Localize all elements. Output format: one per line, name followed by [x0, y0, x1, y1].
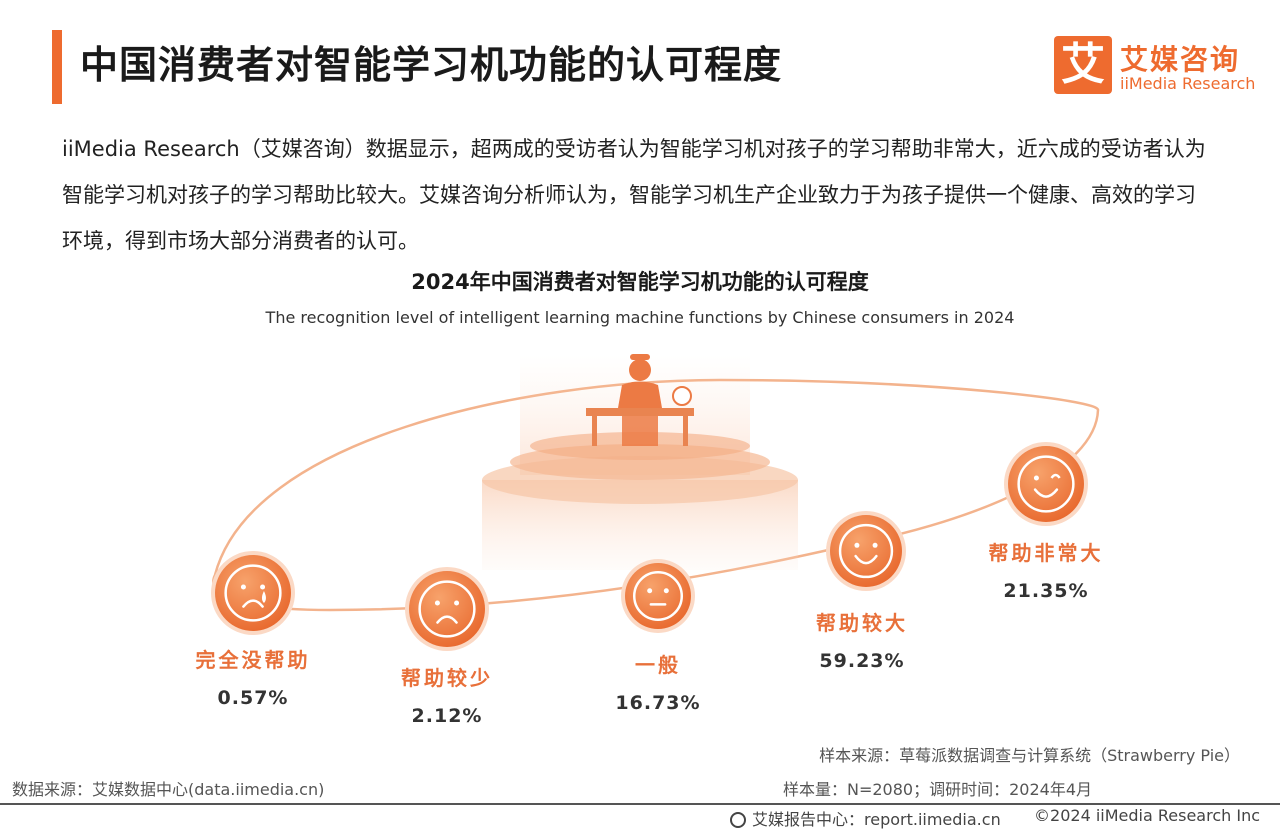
category-label: 帮助较少 [401, 666, 493, 690]
logo-mark: 艾 [1054, 36, 1112, 94]
sample-size: 样本量：N=2080；调研时间：2024年4月 [783, 780, 1092, 799]
description-paragraph: iiMedia Research（艾媒咨询）数据显示，超两成的受访者认为智能学习… [62, 137, 1206, 253]
value-label: 16.73% [615, 692, 700, 714]
winking-face-icon [1004, 442, 1088, 526]
podium-illustration [482, 354, 798, 570]
category-label: 完全没帮助 [196, 648, 311, 672]
brand-logo: 艾 艾媒咨询 iiMedia Research [1054, 36, 1264, 96]
copyright: ©2024 iiMedia Research Inc [1034, 806, 1260, 825]
logo-text-cn: 艾媒咨询 [1120, 43, 1241, 76]
value-label: 2.12% [412, 705, 483, 727]
title-accent-bar [52, 30, 62, 104]
category-label: 一般 [635, 653, 681, 677]
footer-divider [0, 803, 1280, 805]
report-center: 艾媒报告中心：report.iimedia.cn [730, 806, 1001, 830]
value-label: 59.23% [819, 650, 904, 672]
category-label: 帮助较大 [816, 611, 908, 635]
globe-icon [730, 812, 746, 828]
logo-text-en: iiMedia Research [1120, 74, 1256, 93]
chart-subtitle: The recognition level of intelligent lea… [265, 308, 1015, 327]
crying-face-icon [211, 551, 295, 635]
category-label: 帮助非常大 [989, 541, 1104, 565]
value-label: 0.57% [218, 687, 289, 709]
chart-title: 2024年中国消费者对智能学习机功能的认可程度 [411, 270, 869, 294]
neutral-face-icon [621, 559, 695, 633]
smiling-face-icon [826, 511, 906, 591]
data-source: 数据来源：艾媒数据中心(data.iimedia.cn) [12, 780, 325, 799]
value-label: 21.35% [1003, 580, 1088, 602]
report-center-text: 艾媒报告中心：report.iimedia.cn [752, 810, 1001, 829]
sad-face-icon [405, 567, 489, 651]
sample-source: 样本来源：草莓派数据调查与计算系统（Strawberry Pie） [819, 746, 1240, 765]
page-title: 中国消费者对智能学习机功能的认可程度 [80, 43, 783, 87]
